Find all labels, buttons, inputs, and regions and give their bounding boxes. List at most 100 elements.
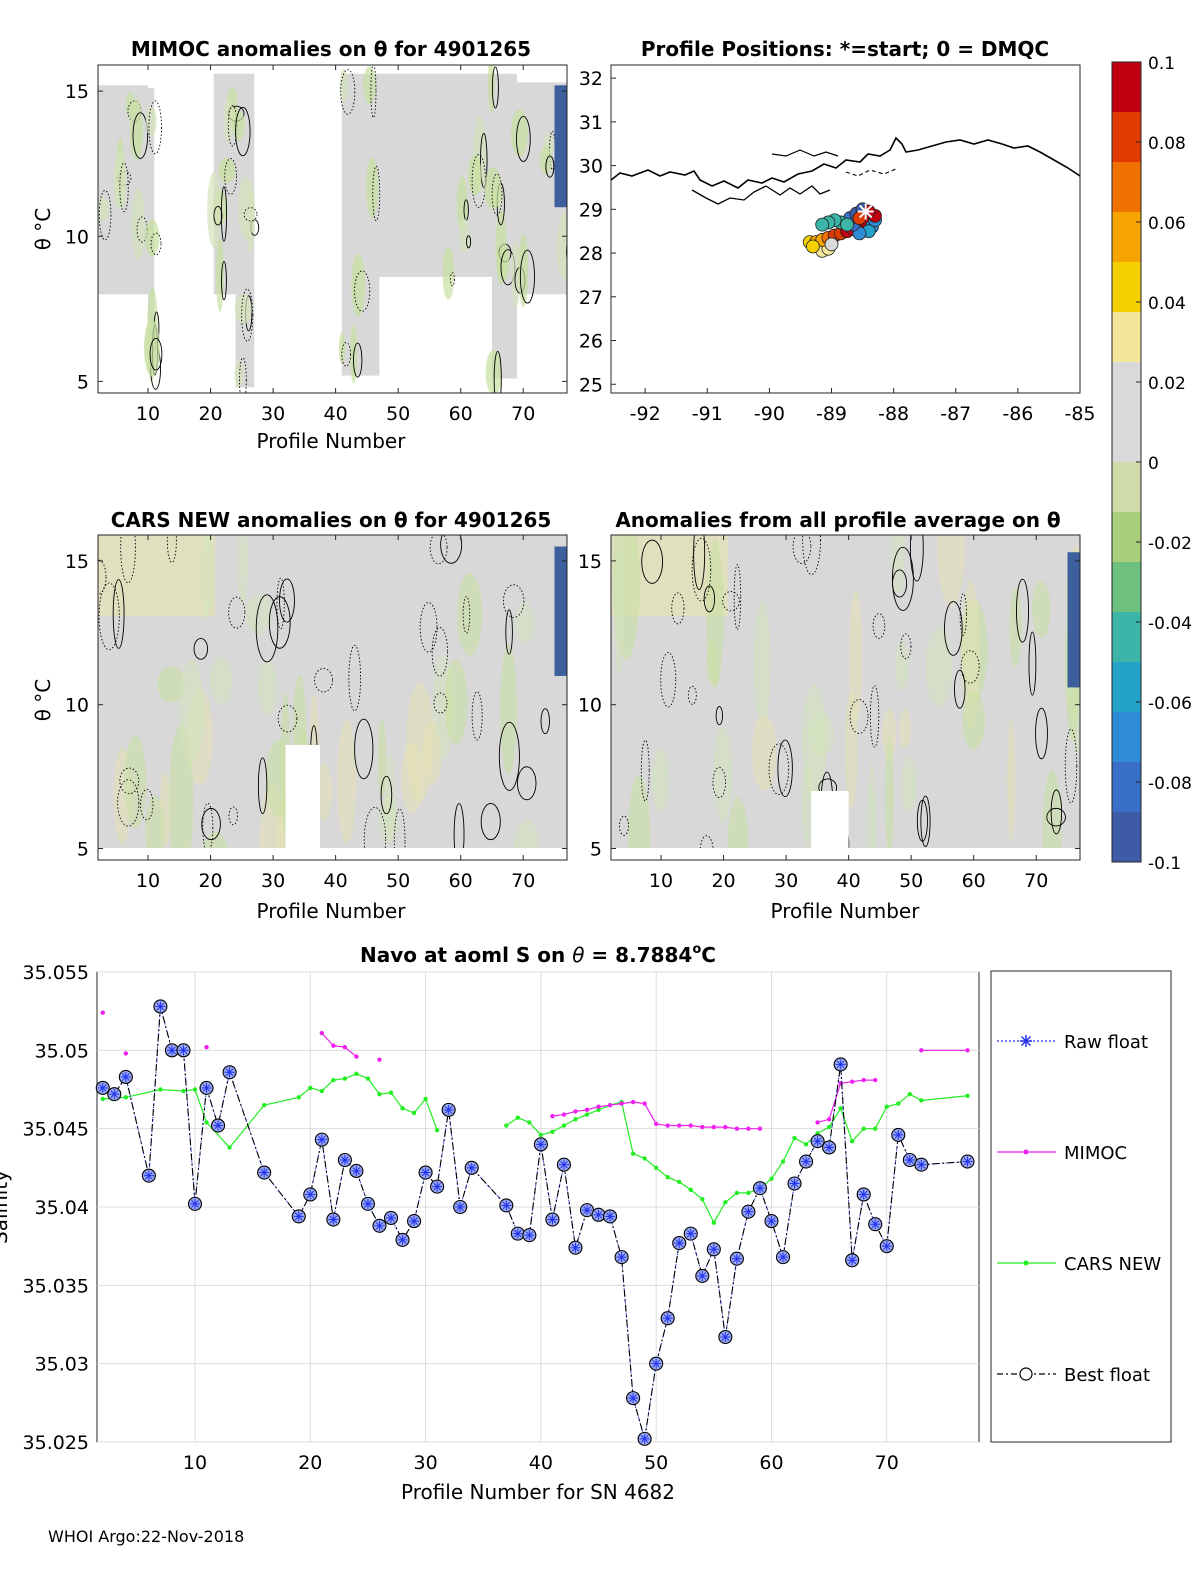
field-contour [1064, 728, 1078, 804]
raw-float-asterisk [364, 1200, 372, 1208]
raw-float-asterisk [790, 1179, 799, 1188]
raw-float-asterisk [513, 1229, 522, 1238]
field-anomaly-blob [1032, 580, 1051, 638]
legend-mimoc-label: MIMOC [1064, 1143, 1127, 1164]
field-contour [641, 539, 664, 584]
field-missing-data [285, 744, 320, 860]
legend-raw-label: Raw float [1064, 1032, 1148, 1053]
cars-new-point [688, 1187, 693, 1192]
cars-new-point [838, 1106, 843, 1111]
x-tick-label: 10 [183, 1452, 207, 1474]
cars-new-point [319, 1088, 325, 1094]
allavg-axes-box [610, 534, 1081, 861]
field-anomaly-blob [651, 749, 669, 811]
cars-new-point [780, 1159, 786, 1164]
cars-new-point [792, 1135, 797, 1141]
field-contour [119, 162, 129, 213]
cars-new-point [584, 1112, 590, 1117]
x-tick-label: 60 [759, 1452, 783, 1474]
field-contour [960, 650, 980, 684]
field-anomaly-blob [613, 535, 625, 675]
coastline-main [611, 136, 1080, 189]
field-contour [909, 535, 924, 582]
x-tick-label: 40 [324, 870, 348, 892]
raw-float-asterisk [467, 1163, 476, 1172]
raw-float-asterisk [456, 1203, 465, 1211]
colorbar-tick-label: -0.04 [1148, 614, 1192, 634]
y-tick-label: 10 [65, 226, 89, 248]
field-contour [228, 806, 238, 826]
cars-new-point [504, 1123, 509, 1128]
x-tick-label: 20 [711, 870, 735, 892]
raw-float-asterisk [571, 1243, 580, 1252]
field-anomaly-blob [925, 627, 953, 707]
x-tick-label: 60 [449, 870, 473, 892]
salinity-title: Navo at aoml S on θ = 8.7884oC [360, 942, 716, 967]
raw-float-asterisk [398, 1236, 407, 1244]
field-contour [954, 669, 966, 709]
cars-new-point [653, 1165, 659, 1171]
field-contour [243, 207, 258, 222]
salinity-x-ticks: 10 20 30 40 50 60 70 [183, 1452, 899, 1474]
field-contour [149, 337, 163, 371]
field-contour [228, 596, 246, 629]
mimoc-point [607, 1102, 613, 1108]
x-tick-label: 50 [386, 870, 410, 892]
field-contour [872, 613, 886, 639]
field-anomaly-blob [444, 658, 468, 745]
x-tick-label: 30 [261, 403, 285, 425]
field-contour [119, 767, 140, 795]
mimoc-point [319, 1030, 325, 1036]
field-contour [341, 341, 351, 367]
field-contour [314, 668, 334, 693]
y-tick-label: 35.05 [35, 1040, 89, 1062]
y-tick-label: 31 [579, 112, 603, 134]
salinity-title-unit: C [701, 943, 716, 967]
cars-new-point [550, 1129, 555, 1135]
raw-float-asterisk [421, 1168, 430, 1177]
mimoc-point [723, 1124, 728, 1130]
legend-entry-raw-float: Raw float [997, 1032, 1148, 1053]
field-contour [213, 206, 223, 226]
field-anomaly-blob [1009, 587, 1022, 668]
field-anomaly-blob [316, 763, 333, 821]
raw-float-asterisk [121, 1073, 130, 1081]
field-contour [920, 795, 931, 848]
field-anomaly-blob [1042, 770, 1063, 860]
raw-float-asterisk [917, 1160, 926, 1169]
raw-float-asterisk [744, 1207, 753, 1216]
x-tick-label: -85 [1064, 403, 1095, 425]
cars-new-point [711, 1220, 717, 1225]
field-contour [279, 578, 295, 623]
field-anomaly-blob [124, 735, 147, 829]
field-anomaly-blob [218, 157, 236, 183]
cars-new-point [434, 1128, 440, 1133]
field-anomaly-blob [899, 709, 911, 749]
field-contour [691, 537, 712, 602]
legend-cars-label: CARS NEW [1064, 1254, 1161, 1275]
mimoc-point [688, 1123, 693, 1128]
cars-new-point [746, 1190, 751, 1196]
y-tick-label: 25 [579, 374, 603, 396]
legend-entry-cars-new: CARS NEW [997, 1254, 1161, 1275]
raw-float-asterisk [202, 1084, 211, 1092]
cars-new-point [515, 1115, 521, 1120]
allavg-panel: Anomalies from all profile average on θ … [578, 508, 1081, 923]
x-tick-label: 20 [198, 870, 222, 892]
field-anomaly-blob [232, 110, 245, 142]
field-bottom-edge [611, 848, 1080, 860]
positions-title: Profile Positions: *=start; 0 = DMQC [641, 37, 1049, 61]
field-contour [687, 685, 697, 705]
cars-new-point [677, 1179, 682, 1185]
field-anomaly-blob [207, 171, 221, 248]
field-contour [722, 590, 740, 612]
field-column [341, 73, 380, 376]
field-strong-negative-strip [554, 85, 567, 208]
field-contour [491, 173, 503, 216]
raw-float-asterisk [317, 1135, 326, 1144]
raw-float-asterisk [375, 1221, 384, 1230]
x-tick-label: -87 [940, 403, 971, 425]
field-contour [491, 66, 499, 109]
y-tick-label: 35.025 [23, 1432, 89, 1454]
field-anomaly-blob [627, 774, 651, 860]
